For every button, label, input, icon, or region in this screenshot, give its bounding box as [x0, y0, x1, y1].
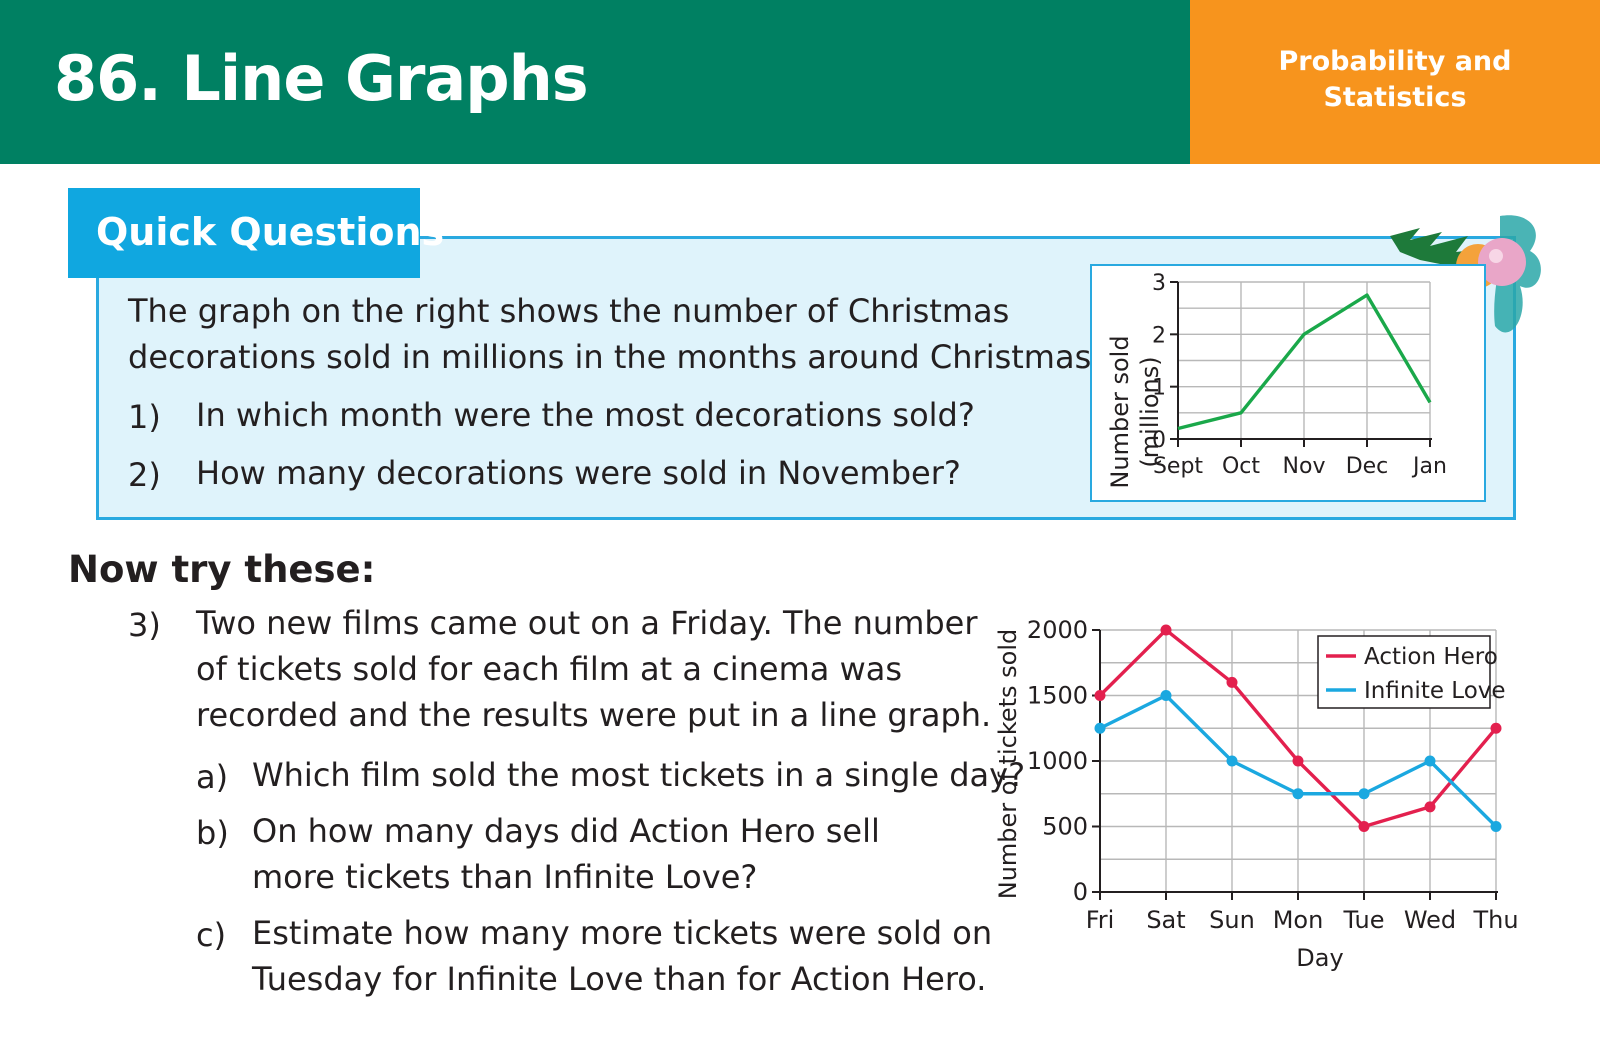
- x-tick-label: Wed: [1404, 906, 1456, 934]
- chart2-xlabel: Day: [1296, 944, 1343, 972]
- y-tick-label: 0: [1152, 428, 1166, 453]
- data-point: [1490, 821, 1502, 832]
- question-1-text: In which month were the most decorations…: [196, 396, 975, 434]
- chart2-ylabel: Number of tickets sold: [994, 629, 1022, 900]
- data-point: [1160, 624, 1172, 636]
- part-b-line-1: On how many days did Action Hero sell: [252, 812, 880, 850]
- question-3-line-3: recorded and the results were put in a l…: [196, 696, 992, 734]
- x-tick-label: Fri: [1086, 906, 1115, 934]
- data-point: [1424, 801, 1436, 813]
- x-tick-label: Sun: [1209, 906, 1255, 934]
- data-point: [1424, 755, 1436, 767]
- part-c-line-2: Tuesday for Infinite Love than for Actio…: [252, 960, 987, 998]
- data-point: [1292, 755, 1304, 767]
- part-b-line-2: more tickets than Infinite Love?: [252, 858, 758, 896]
- chart1-ylabel-line-1: Number sold: [1106, 335, 1134, 488]
- legend-label: Infinite Love: [1364, 678, 1506, 704]
- x-tick-label: Oct: [1222, 454, 1260, 479]
- now-try-heading: Now try these:: [68, 548, 376, 591]
- data-point: [1226, 755, 1238, 767]
- data-point: [1490, 722, 1502, 734]
- intro-line-2: decorations sold in millions in the mont…: [128, 338, 1102, 376]
- x-tick-label: Mon: [1273, 906, 1324, 934]
- y-tick-label: 500: [1042, 813, 1088, 841]
- legend-label: Action Hero: [1364, 644, 1498, 670]
- data-point: [1226, 676, 1238, 688]
- x-tick-label: Nov: [1283, 454, 1326, 479]
- panel-top-rule: [420, 236, 1420, 239]
- topic-label: Probability and Statistics: [1190, 44, 1600, 116]
- part-a-text: Which film sold the most tickets in a si…: [252, 756, 1026, 794]
- y-tick-label: 1500: [1027, 682, 1088, 710]
- y-tick-label: 3: [1152, 271, 1166, 296]
- y-tick-label: 0: [1073, 878, 1088, 906]
- x-tick-label: Sept: [1153, 454, 1203, 479]
- x-tick-label: Thu: [1472, 906, 1518, 934]
- topic-line-2: Statistics: [1323, 82, 1467, 113]
- chart-legend: [1317, 635, 1491, 709]
- x-tick-label: Sat: [1146, 906, 1185, 934]
- x-tick-label: Jan: [1411, 454, 1447, 479]
- data-point: [1094, 690, 1106, 701]
- header-band: [0, 0, 1190, 164]
- data-point: [1292, 788, 1304, 800]
- chart1-ylabel-line-2: (millions): [1136, 356, 1164, 467]
- y-tick-label: 2000: [1027, 616, 1088, 644]
- quick-questions-tab: [68, 188, 420, 278]
- x-tick-label: Tue: [1343, 906, 1385, 934]
- question-2-number: 2): [128, 456, 161, 494]
- part-c-line-1: Estimate how many more tickets were sold…: [252, 914, 993, 952]
- quick-questions-heading: Quick Questions: [96, 210, 445, 254]
- part-c-label: c): [196, 916, 227, 954]
- decorations-line-chart: 0 1 2 3 Sept Oct Nov Dec Jan Number sold (milli…: [1106, 271, 1447, 489]
- data-point: [1094, 722, 1106, 734]
- y-tick-label: 1: [1152, 376, 1166, 401]
- series-line-0: [1177, 293, 1432, 431]
- x-tick-label: Dec: [1346, 454, 1389, 479]
- page-title: 86. Line Graphs: [54, 42, 589, 115]
- part-b-label: b): [196, 814, 229, 852]
- topic-line-1: Probability and: [1278, 46, 1512, 77]
- question-3-line-2: of tickets sold for each film at a cinem…: [196, 650, 903, 688]
- topic-band: [1190, 0, 1600, 164]
- question-3-line-1: Two new films came out on a Friday. The …: [196, 604, 978, 642]
- data-point: [1160, 690, 1172, 701]
- y-tick-label: 2: [1152, 323, 1166, 348]
- question-3-number: 3): [128, 606, 161, 644]
- data-point: [1358, 788, 1370, 800]
- intro-line-1: The graph on the right shows the number …: [128, 292, 1010, 330]
- part-a-label: a): [196, 758, 229, 796]
- question-1-number: 1): [128, 398, 161, 436]
- data-point: [1358, 821, 1370, 832]
- tickets-line-chart: 0 500 1000 1500 2000 Fri Sat Sun Mon Tue Wed Thu N…: [994, 616, 1519, 972]
- question-2-text: How many decorations were sold in Novemb…: [196, 454, 961, 492]
- y-tick-label: 1000: [1027, 747, 1088, 775]
